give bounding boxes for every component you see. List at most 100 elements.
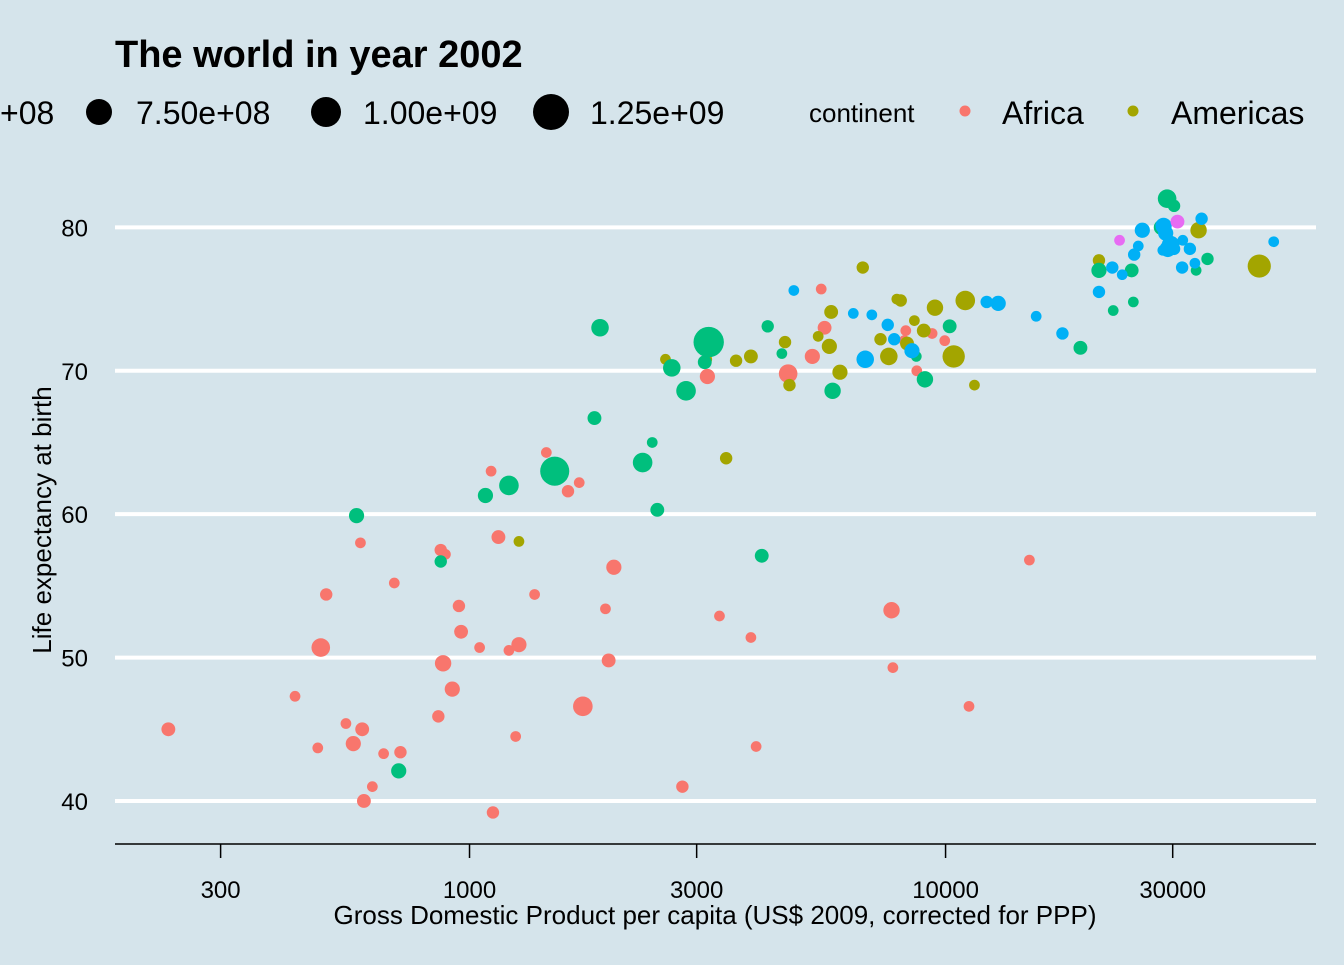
data-point-asia [348,508,365,524]
data-point-africa [750,741,762,752]
data-point-europe [856,350,874,369]
data-point-africa [817,320,832,335]
data-point-africa [491,530,506,545]
data-point-africa [529,589,540,600]
data-point-africa [714,610,725,622]
data-point-americas [942,345,965,368]
data-point-americas [874,333,887,346]
data-point-asia [632,452,653,473]
data-point-americas [856,261,869,274]
y-axis-label: Life expectancy at birth [27,386,57,653]
data-point-africa [606,559,622,575]
data-point-africa [311,638,331,657]
data-point-europe [1167,242,1181,256]
data-point-asia [540,456,570,486]
y-tick-label: 50 [61,646,88,673]
data-point-africa [474,642,485,653]
data-point-asia [1107,305,1119,316]
grid-lines [115,225,1316,803]
data-point-americas [909,315,920,326]
data-point-africa [573,477,585,488]
size-legend-label: 7.50e+08 [136,95,270,131]
data-point-americas [743,349,758,364]
data-point-africa [161,722,176,737]
data-point-asia [587,411,602,426]
data-point-africa [963,700,975,712]
x-axis-label: Gross Domestic Product per capita (US$ 2… [334,900,1097,930]
data-point-europe [788,285,800,296]
data-point-africa [540,447,552,458]
data-point-americas [969,379,980,391]
data-point-europe [1106,261,1119,274]
data-point-africa [444,681,460,697]
size-legend-label: +08 [0,95,54,131]
data-point-europe [1116,269,1128,281]
x-tick-label: 1000 [443,877,496,904]
data-point-asia [646,437,658,448]
data-point-asia [1167,199,1181,213]
x-tick-label: 10000 [912,877,979,904]
data-point-africa [561,485,575,498]
legend-key-africa [959,105,971,117]
data-point-asia [391,763,407,779]
size-legend: +08 7.50e+08 1.00e+09 1.25e+09 [0,94,724,131]
chart-title: The world in year 2002 [115,34,523,76]
data-point-oceania [1114,234,1125,246]
x-tick-label: 30000 [1139,877,1206,904]
data-point-africa [485,465,497,477]
data-point-asia [916,371,934,388]
data-point-europe [1134,222,1150,238]
data-point-africa [454,624,469,639]
color-legend-title: continent [809,98,915,128]
data-point-africa [312,742,324,754]
size-legend-key [533,94,569,130]
data-point-africa [388,577,400,589]
data-point-asia [1073,340,1088,355]
data-point-africa [883,602,900,619]
data-point-africa [699,368,715,385]
data-point-africa [432,710,445,723]
data-point-asia [754,548,769,563]
color-legend: continent Africa Americas [809,95,1304,131]
data-point-europe [1175,261,1189,274]
data-point-americas [783,378,796,392]
data-point-asia [477,487,494,504]
data-point-africa [676,780,689,793]
data-point-americas [824,305,839,319]
size-legend-key [86,99,112,125]
data-point-africa [887,662,899,673]
data-point-africa [510,731,522,742]
y-tick-label: 60 [61,502,88,529]
data-point-africa [511,637,527,653]
data-point-europe [881,318,894,332]
data-point-americas [1092,254,1106,267]
data-points [161,189,1280,819]
data-point-americas [719,452,733,465]
data-point-americas [926,299,944,316]
data-point-asia [697,355,712,370]
data-point-europe [1056,327,1069,340]
data-point-asia [650,502,665,517]
data-point-oceania [1170,214,1185,229]
data-point-africa [340,718,352,729]
data-point-africa [573,696,593,717]
data-point-africa [486,806,500,819]
data-point-africa [394,746,407,759]
data-point-europe [990,295,1006,311]
size-legend-label: 1.00e+09 [363,95,497,131]
data-point-africa [356,794,371,808]
data-point-americas [1190,222,1207,239]
data-point-americas [1247,254,1271,278]
legend-label-africa: Africa [1002,95,1084,131]
data-point-europe [866,309,878,321]
data-point-europe [1268,236,1280,248]
size-legend-label: 1.25e+09 [590,95,724,131]
data-point-africa [745,632,757,643]
y-tick-label: 80 [61,215,88,242]
data-point-africa [601,653,616,668]
data-point-americas [778,335,792,349]
data-point-africa [355,537,366,549]
data-point-americas [832,364,848,380]
